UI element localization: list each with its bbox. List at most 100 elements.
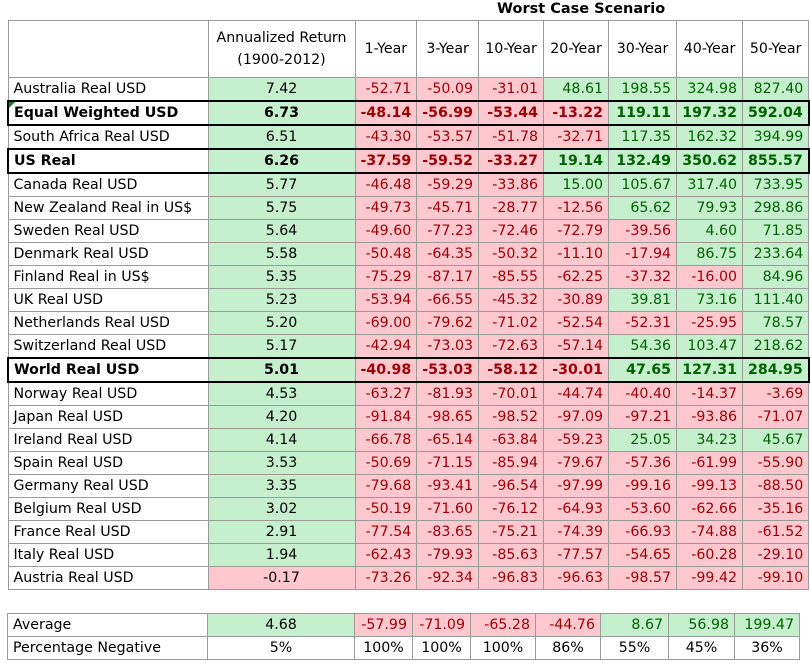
row-value-20-year: -74.39 <box>543 520 610 544</box>
row-value-30-year: 117.35 <box>608 124 678 150</box>
row-value-40-year: 162.32 <box>676 124 744 150</box>
table-row: Spain Real USD 3.53 -50.69 -71.15 -85.94 -79.… <box>7 451 810 475</box>
row-annualized-return: 7.42 <box>207 77 356 102</box>
table-row: US Real 6.26 -37.59 -59.52 -33.27 19.14 132.49… <box>7 148 810 174</box>
row-annualized-return: 3.02 <box>207 497 356 521</box>
row-value-10-year: -98.52 <box>478 405 545 429</box>
row-annualized-return: 5.23 <box>207 288 356 312</box>
pct-negative-label: Percentage Negative <box>7 636 208 660</box>
row-name: South Africa Real USD <box>7 124 209 150</box>
pct-negative-30-year: 55% <box>600 636 669 660</box>
row-name: Ireland Real USD <box>7 428 209 452</box>
row-value-10-year: -72.46 <box>478 219 545 243</box>
row-value-3-year: -45.71 <box>416 196 480 220</box>
header-10-year: 10-Year <box>478 20 545 78</box>
row-value-50-year: -99.10 <box>742 566 810 590</box>
row-value-10-year: -75.21 <box>478 520 545 544</box>
row-name: Norway Real USD <box>7 381 209 406</box>
average-20-year: -44.76 <box>535 613 601 637</box>
row-value-1-year: -43.30 <box>354 124 418 150</box>
row-value-10-year: -85.94 <box>478 451 545 475</box>
row-name: World Real USD <box>7 357 209 383</box>
table-row: Equal Weighted USD 6.73 -48.14 -56.99 -53.44… <box>7 100 810 126</box>
row-value-40-year: 34.23 <box>676 428 744 452</box>
row-value-20-year: -44.74 <box>543 381 610 406</box>
table-row: Belgium Real USD 3.02 -50.19 -71.60 -76.12 -6… <box>7 497 810 521</box>
row-value-1-year: -69.00 <box>354 311 418 335</box>
average-50-year: 199.47 <box>734 613 800 637</box>
table-row: UK Real USD 5.23 -53.94 -66.55 -45.32 -30.89 3… <box>7 288 810 312</box>
row-value-20-year: -13.22 <box>543 100 610 126</box>
row-value-30-year: 54.36 <box>608 334 678 359</box>
row-value-3-year: -59.52 <box>416 148 480 174</box>
row-value-1-year: -40.98 <box>354 357 418 383</box>
row-value-30-year: 39.81 <box>608 288 678 312</box>
row-annualized-return: 6.26 <box>207 148 356 174</box>
row-value-40-year: 350.62 <box>676 148 744 174</box>
row-value-30-year: 198.55 <box>608 77 678 102</box>
row-value-50-year: -71.07 <box>742 405 810 429</box>
row-value-50-year: -61.52 <box>742 520 810 544</box>
row-value-10-year: -72.63 <box>478 334 545 359</box>
row-value-1-year: -50.19 <box>354 497 418 521</box>
row-name: Equal Weighted USD <box>7 100 209 126</box>
row-annualized-return: 5.58 <box>207 242 356 266</box>
table-row: Germany Real USD 3.35 -79.68 -93.41 -96.54 -9… <box>7 474 810 498</box>
pct-negative-1-year: 100% <box>354 636 413 660</box>
row-annualized-return: 4.20 <box>207 405 356 429</box>
row-value-3-year: -53.03 <box>416 357 480 383</box>
table-row: Denmark Real USD 5.58 -50.48 -64.35 -50.32 -1… <box>7 242 810 266</box>
row-value-50-year: 855.57 <box>742 148 810 174</box>
row-value-10-year: -58.12 <box>478 357 545 383</box>
row-name: Sweden Real USD <box>7 219 209 243</box>
row-value-1-year: -48.14 <box>354 100 418 126</box>
header-return-line1: Annualized Return <box>216 30 347 46</box>
average-30-year: 8.67 <box>600 613 669 637</box>
row-annualized-return: 1.94 <box>207 543 356 567</box>
row-name: Australia Real USD <box>7 77 209 102</box>
row-value-20-year: -11.10 <box>543 242 610 266</box>
row-value-3-year: -53.57 <box>416 124 480 150</box>
row-value-10-year: -51.78 <box>478 124 545 150</box>
row-value-3-year: -50.09 <box>416 77 480 102</box>
summary-row-percentage-negative: Percentage Negative 5% 100% 100% 100% 86… <box>7 636 800 660</box>
row-annualized-return: 6.73 <box>207 100 356 126</box>
row-annualized-return: 3.53 <box>207 451 356 475</box>
row-value-10-year: -71.02 <box>478 311 545 335</box>
row-value-20-year: -79.67 <box>543 451 610 475</box>
row-name: Canada Real USD <box>7 172 209 197</box>
row-value-1-year: -91.84 <box>354 405 418 429</box>
row-value-1-year: -66.78 <box>354 428 418 452</box>
row-value-20-year: -30.89 <box>543 288 610 312</box>
row-value-10-year: -53.44 <box>478 100 545 126</box>
row-value-30-year: -17.94 <box>608 242 678 266</box>
row-annualized-return: 6.51 <box>207 124 356 150</box>
table-row: World Real USD 5.01 -40.98 -53.03 -58.12 -30.… <box>7 357 810 383</box>
row-value-1-year: -62.43 <box>354 543 418 567</box>
row-value-40-year: -62.66 <box>676 497 744 521</box>
header-return-line2: (1900-2012) <box>237 52 326 68</box>
table-row: Sweden Real USD 5.64 -49.60 -77.23 -72.46 -72… <box>7 219 810 243</box>
row-value-10-year: -50.32 <box>478 242 545 266</box>
row-value-30-year: 25.05 <box>608 428 678 452</box>
row-value-40-year: 317.40 <box>676 172 744 197</box>
row-value-30-year: -39.56 <box>608 219 678 243</box>
row-value-50-year: -55.90 <box>742 451 810 475</box>
row-value-40-year: 103.47 <box>676 334 744 359</box>
row-value-10-year: -33.86 <box>478 172 545 197</box>
row-value-1-year: -53.94 <box>354 288 418 312</box>
row-annualized-return: 5.64 <box>207 219 356 243</box>
row-value-1-year: -50.48 <box>354 242 418 266</box>
row-value-1-year: -79.68 <box>354 474 418 498</box>
worst-case-table: Annualized Return (1900-2012) 1-Year 3-Y… <box>7 20 810 590</box>
row-value-50-year: 218.62 <box>742 334 810 359</box>
summary-table: Average 4.68 -57.99 -71.09 -65.28 -44.76… <box>7 613 800 660</box>
row-name: Spain Real USD <box>7 451 209 475</box>
row-value-20-year: -96.63 <box>543 566 610 590</box>
row-value-40-year: -60.28 <box>676 543 744 567</box>
row-value-50-year: 394.99 <box>742 124 810 150</box>
pct-negative-3-year: 100% <box>412 636 471 660</box>
row-value-50-year: -35.16 <box>742 497 810 521</box>
row-value-50-year: -29.10 <box>742 543 810 567</box>
title-bar: Worst Case Scenario <box>0 0 810 20</box>
